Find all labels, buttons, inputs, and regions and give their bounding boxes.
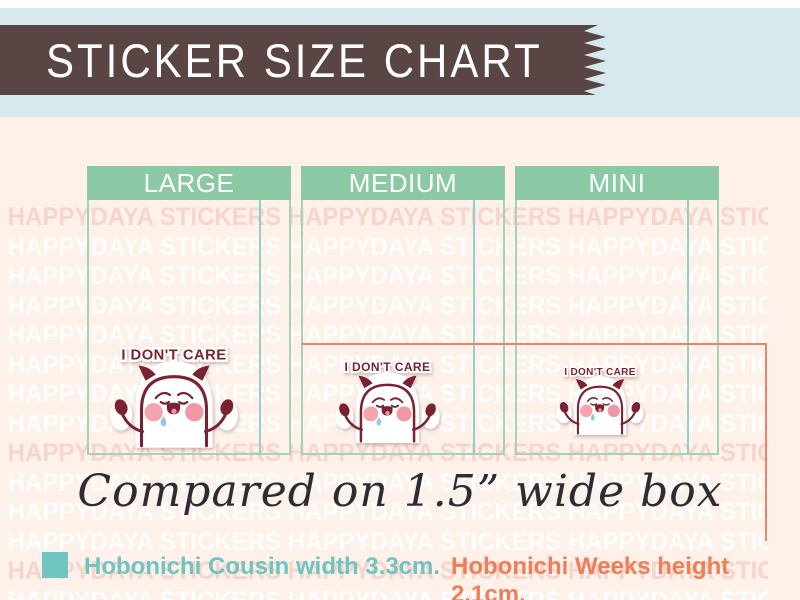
watermark-row: HAPPYDAYA STICKERS HAPPYDAYA STICKERS HA… <box>7 232 768 261</box>
size-box-mini-body <box>515 200 719 455</box>
page-title: STICKER SIZE CHART <box>46 34 543 87</box>
size-box-medium: MEDIUM <box>301 166 505 455</box>
watermark-row: HAPPYDAYA STICKERS HAPPYDAYA STICKERS HA… <box>7 291 768 320</box>
size-box-mini: MINI <box>515 166 719 455</box>
size-box-medium-body <box>301 200 505 455</box>
weeks-height-guide-drop <box>765 343 767 541</box>
sticker-mini <box>554 365 646 437</box>
watermark-row: HAPPYDAYA STICKERS HAPPYDAYA STICKERS HA… <box>7 498 768 526</box>
watermark-row: HAPPYDAYA STICKERS HAPPYDAYA STICKERS HA… <box>7 557 768 585</box>
watermark-row: HAPPYDAYA STICKERS HAPPYDAYA STICKERS HA… <box>7 262 768 290</box>
watermark-row: HAPPYDAYA STICKERS HAPPYDAYA STICKERS HA… <box>7 527 768 556</box>
weeks-height-guide <box>301 343 767 345</box>
cousin-width-guide-medium <box>473 200 475 455</box>
watermark-row: HAPPYDAYA STICKERS HAPPYDAYA STICKERS HA… <box>7 468 768 497</box>
sticker-medium <box>336 360 439 443</box>
size-box-large-header: LARGE <box>87 166 291 200</box>
size-label-large: LARGE <box>143 168 235 198</box>
sticker-large <box>111 346 237 448</box>
size-box-large-body <box>87 200 291 455</box>
cousin-legend-label: Hobonichi Cousin width 3.3cm. <box>84 553 441 580</box>
size-label-mini: MINI <box>588 168 646 198</box>
title-ribbon: STICKER SIZE CHART <box>0 25 606 95</box>
size-box-medium-header: MEDIUM <box>301 166 505 200</box>
size-label-medium: MEDIUM <box>348 168 458 198</box>
watermark-row: HAPPYDAYA STICKERS HAPPYDAYA STICKERS HA… <box>0 587 768 600</box>
cousin-width-guide-mini <box>687 200 689 455</box>
comparison-caption: Compared on 1.5” wide box <box>77 466 723 517</box>
size-box-large: LARGE <box>87 166 291 455</box>
watermark-row: HAPPYDAYA STICKERS HAPPYDAYA STICKERS HA… <box>7 203 768 231</box>
cousin-width-guide-large <box>259 200 261 455</box>
weeks-legend-label: Hobonichi Weeks height 2.1cm. <box>451 553 730 600</box>
size-box-mini-header: MINI <box>515 166 719 200</box>
cousin-legend-swatch <box>42 552 68 578</box>
